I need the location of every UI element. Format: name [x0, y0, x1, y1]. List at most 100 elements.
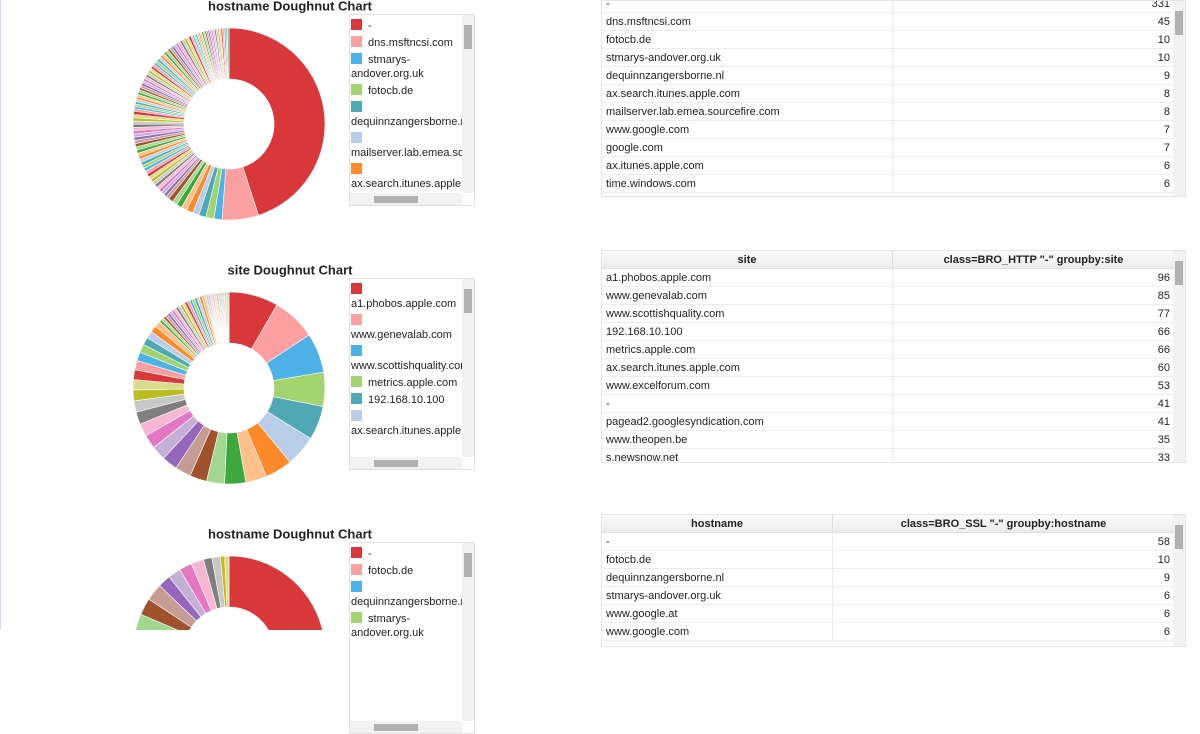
table-row: www.genevalab.com 85 [602, 286, 1175, 305]
scroll-thumb [1175, 261, 1183, 285]
table-cell: 33 [892, 448, 1175, 462]
table-row: -58 [602, 532, 1175, 551]
table-cell: fotocb.de [602, 30, 893, 49]
table-cell: pagead2.googlesyndication.com [602, 412, 893, 431]
scrollbar[interactable] [462, 279, 474, 457]
legend-swatch [351, 19, 362, 30]
table-cell: 96 [892, 268, 1175, 287]
column-header: hostname [602, 515, 833, 533]
legend-swatch [351, 283, 362, 294]
column-header: class=BRO_SSL "-" groupby:hostname [832, 515, 1175, 533]
slice [227, 27, 230, 80]
table-cell: 66 [892, 340, 1175, 359]
table-cell: mailserver.lab.emea.sourcefire.com [602, 102, 893, 121]
legend-item: ax.search.itunes.apple.com [351, 163, 462, 191]
table-cell: 6 [832, 622, 1175, 641]
legend-swatch [351, 547, 362, 558]
table-cell: 35 [892, 430, 1175, 449]
table-cell: www.scottishquality.com [602, 304, 893, 323]
legend-label: 192.168.10.100 [368, 394, 445, 406]
legend-item: stmarys-andover.org.uk [351, 612, 462, 640]
table-cell: www.google.com [602, 120, 893, 139]
table-cell: 58 [832, 532, 1175, 551]
scrollbar[interactable] [462, 543, 474, 721]
legend-label: dns.msftncsi.com [368, 37, 453, 49]
legend-swatch [351, 132, 362, 143]
table-cell: time.windows.com [602, 174, 893, 193]
table-cell: 9 [832, 568, 1175, 587]
data-table: -331 dns.msftncsi.com 45 fotocb.de 10 stmarys… [601, 0, 1186, 197]
table-cell: stmarys-andover.org.uk [602, 48, 893, 67]
scrollbar[interactable] [350, 721, 462, 733]
column-header: site [602, 251, 893, 269]
legend-swatch [351, 314, 362, 325]
chart-title: hostname Doughnut Chart [208, 0, 373, 13]
table-cell: 6 [832, 586, 1175, 605]
table-cell: www.excelforum.com [602, 376, 893, 395]
table-row: www.excelforum.com 53 [602, 376, 1175, 395]
table: -331 dns.msftncsi.com 45 fotocb.de 10 stmarys… [602, 1, 1175, 193]
table-cell: stmarys-andover.org.uk [602, 586, 833, 605]
legend-label: ax.search.itunes.apple.com [351, 425, 462, 437]
slice [135, 613, 179, 630]
scrollbar[interactable] [1173, 515, 1185, 646]
legend-swatch [351, 410, 362, 421]
scroll-thumb [1175, 11, 1183, 35]
legend-swatch [351, 36, 362, 47]
legend-swatch [351, 581, 362, 592]
legend-swatch [351, 612, 362, 623]
legend-item: dns.msftncsi.com [351, 36, 462, 50]
scrollbar[interactable] [350, 193, 462, 205]
legend-swatch [351, 163, 362, 174]
table-cell: 331 [892, 1, 1175, 13]
scroll-thumb [374, 460, 418, 467]
table-row: www.scottishquality.com 77 [602, 304, 1175, 323]
table-cell: 192.168.10.100 [602, 322, 893, 341]
legend-item: metrics.apple.com [351, 376, 462, 390]
table-row: ax.search.itunes.apple.com 60 [602, 358, 1175, 377]
table-cell: 9 [892, 66, 1175, 85]
legend-list: - dns.msftncsi.com stmarys-andover.org.uk f… [350, 15, 462, 193]
charts: hostname Doughnut Chart site Doughnut Cha… [132, 0, 373, 630]
table-row: dequinnzangersborne.nl 9 [602, 66, 1175, 85]
table-row: google.com 7 [602, 138, 1175, 157]
legend-label: - [368, 20, 372, 32]
legend-label: dequinnzangersborne.nl [351, 596, 462, 608]
legend-label: www.genevalab.com [351, 329, 452, 341]
table-row: www.google.com 7 [602, 120, 1175, 139]
table-row: ax.itunes.apple.com 6 [602, 156, 1175, 175]
table: hostname class=BRO_SSL "-" groupby:hostna… [602, 515, 1175, 641]
table-row: mailserver.lab.emea.sourcefire.com 8 [602, 102, 1175, 121]
table-cell: 7 [892, 138, 1175, 157]
table-cell: 10 [892, 30, 1175, 49]
legend-item: stmarys-andover.org.uk [351, 53, 462, 81]
table-cell: www.google.at [602, 604, 833, 623]
table-cell: 41 [892, 412, 1175, 431]
table-cell: 85 [892, 286, 1175, 305]
table-cell: - [602, 394, 893, 413]
scrollbar[interactable] [350, 457, 462, 469]
legend-item: www.scottishquality.com [351, 345, 462, 373]
table-cell: www.google.com [602, 622, 833, 641]
table-cell: ax.itunes.apple.com [602, 156, 893, 175]
legend-label: mailserver.lab.emea.sourcefire.com [351, 147, 462, 159]
scroll-thumb [1175, 525, 1183, 549]
legend-item: fotocb.de [351, 84, 462, 98]
slice [224, 555, 230, 608]
legend-item: a1.phobos.apple.com [351, 283, 462, 311]
legend-item: fotocb.de [351, 564, 462, 578]
table-cell: dns.msftncsi.com [602, 12, 893, 31]
legend: - fotocb.de dequinnzangersborne.nl stmarys-… [349, 542, 475, 734]
scrollbar[interactable] [1173, 1, 1185, 196]
table-cell: - [602, 532, 833, 551]
scroll-thumb [374, 196, 418, 203]
scrollbar[interactable] [462, 15, 474, 193]
legend: a1.phobos.apple.com www.genevalab.com www.… [349, 278, 475, 470]
table-row: dns.msftncsi.com 45 [602, 12, 1175, 31]
scrollbar[interactable] [1173, 251, 1185, 462]
table-row: 192.168.10.100 66 [602, 322, 1175, 341]
legend-label: www.scottishquality.com [351, 360, 462, 372]
table-cell: www.theopen.be [602, 430, 893, 449]
legend: - dns.msftncsi.com stmarys-andover.org.uk f… [349, 14, 475, 206]
